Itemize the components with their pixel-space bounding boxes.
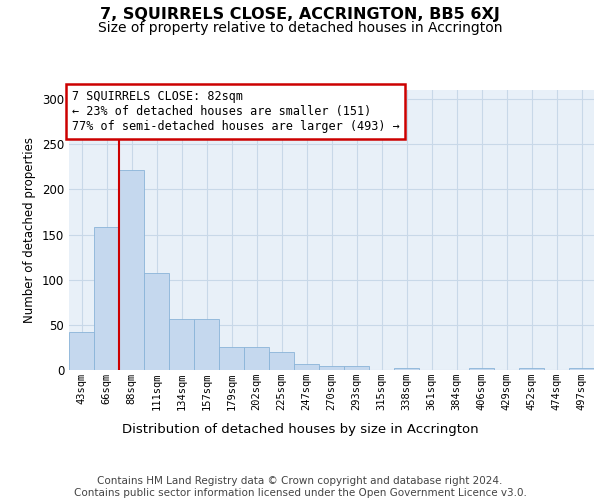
Bar [94, 228, 119, 370]
Bar [169, 320, 194, 370]
Y-axis label: Number of detached properties: Number of detached properties [23, 137, 37, 323]
Bar [294, 364, 319, 370]
Text: Contains HM Land Registry data © Crown copyright and database right 2024.
Contai: Contains HM Land Registry data © Crown c… [74, 476, 526, 498]
Bar [119, 170, 144, 370]
Bar [569, 368, 594, 370]
Bar [69, 332, 94, 370]
Text: Size of property relative to detached houses in Accrington: Size of property relative to detached ho… [98, 21, 502, 35]
Text: Distribution of detached houses by size in Accrington: Distribution of detached houses by size … [122, 422, 478, 436]
Bar [319, 366, 344, 370]
Bar [394, 368, 419, 370]
Text: 7 SQUIRRELS CLOSE: 82sqm
← 23% of detached houses are smaller (151)
77% of semi-: 7 SQUIRRELS CLOSE: 82sqm ← 23% of detach… [71, 90, 400, 133]
Bar [219, 348, 244, 370]
Bar [519, 368, 544, 370]
Bar [344, 366, 369, 370]
Bar [194, 320, 219, 370]
Bar [269, 352, 294, 370]
Bar [144, 274, 169, 370]
Text: 7, SQUIRRELS CLOSE, ACCRINGTON, BB5 6XJ: 7, SQUIRRELS CLOSE, ACCRINGTON, BB5 6XJ [100, 8, 500, 22]
Bar [469, 368, 494, 370]
Bar [244, 348, 269, 370]
